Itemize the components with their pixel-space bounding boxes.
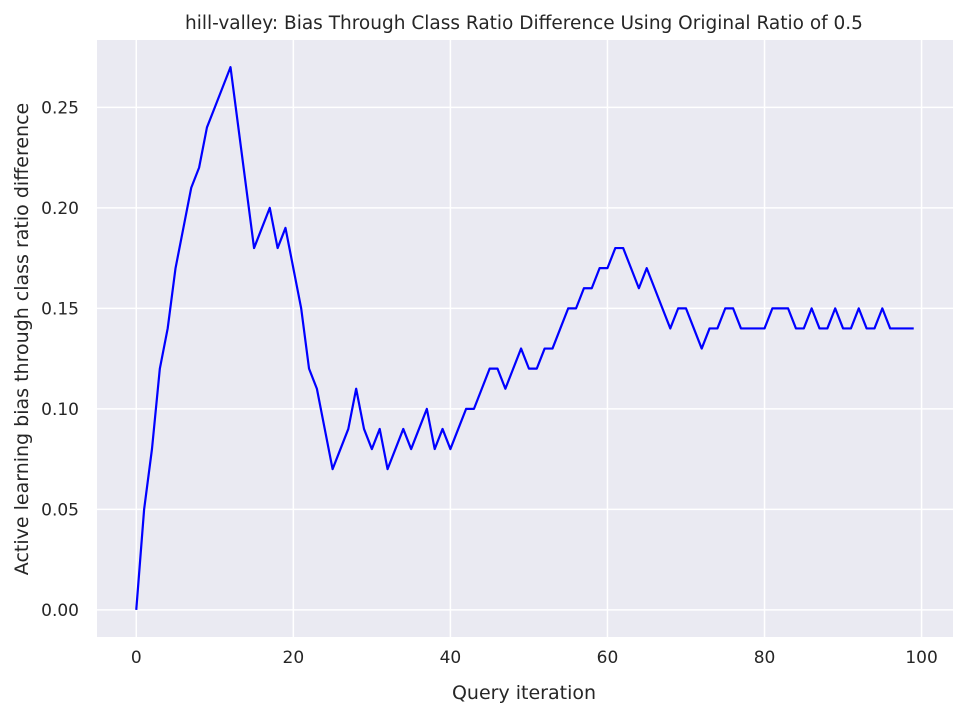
chart-title: hill-valley: Bias Through Class Ratio Di… (185, 13, 863, 34)
y-axis-label: Active learning bias through class ratio… (11, 103, 33, 575)
y-tick-label: 0.20 (41, 199, 79, 219)
y-axis-ticks: 0.00 0.05 0.10 0.15 0.20 0.25 (41, 98, 79, 621)
plot-area (97, 40, 953, 637)
y-tick-label: 0.05 (41, 500, 79, 520)
y-tick-label: 0.10 (41, 400, 79, 420)
x-axis-label: Query iteration (452, 682, 596, 704)
y-tick-label: 0.15 (41, 299, 79, 319)
x-axis-ticks: 0 20 40 60 80 100 (131, 648, 938, 668)
x-tick-label: 100 (905, 648, 937, 668)
series-lines (135, 66, 914, 610)
x-tick-label: 20 (283, 648, 305, 668)
x-tick-label: 40 (440, 648, 462, 668)
series-line (135, 66, 914, 610)
x-tick-label: 80 (754, 648, 776, 668)
grid-lines (97, 40, 953, 637)
x-tick-label: 0 (131, 648, 142, 668)
y-tick-label: 0.00 (41, 601, 79, 621)
y-tick-label: 0.25 (41, 98, 79, 118)
x-tick-label: 60 (597, 648, 619, 668)
